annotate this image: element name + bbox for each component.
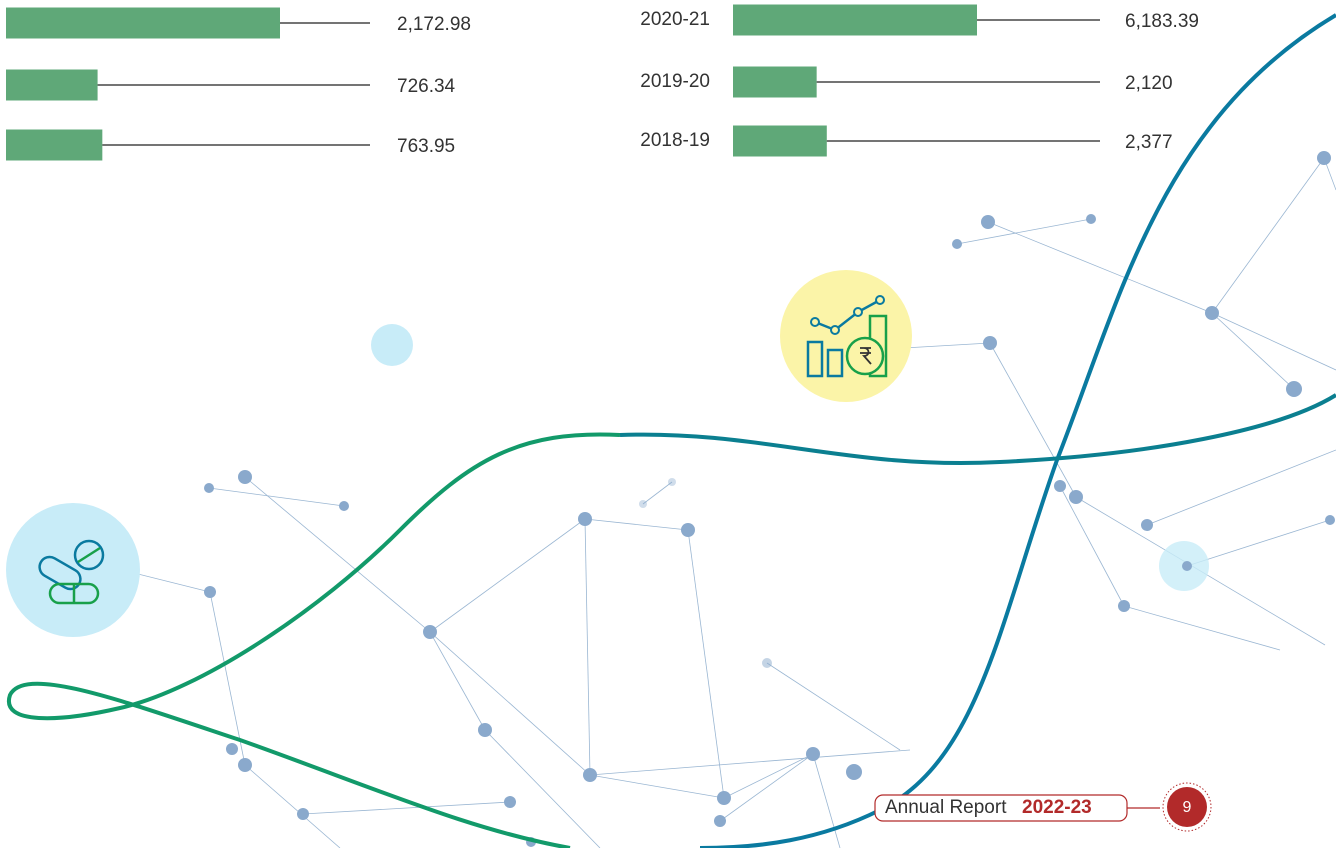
- dot-decoration: [371, 324, 413, 366]
- value-label: 763.95: [397, 136, 455, 157]
- bar: [6, 70, 98, 101]
- dot-decoration: [1182, 561, 1192, 571]
- bar: [733, 5, 977, 36]
- footer: Annual Report 2022-23 9: [875, 783, 1211, 831]
- value-label: 2,120: [1125, 73, 1173, 94]
- value-label: 726.34: [397, 76, 456, 97]
- bar: [733, 67, 817, 98]
- page: 2,172.98 726.34 763.95 2020-21 6,183.39 2019-…: [0, 0, 1336, 848]
- bar: [733, 126, 827, 157]
- value-label: 2,172.98: [397, 14, 471, 35]
- finance-icon: [780, 270, 912, 402]
- value-label: 6,183.39: [1125, 11, 1199, 32]
- footer-year: 2022-23: [1022, 797, 1092, 818]
- bar: [6, 130, 102, 161]
- medicine-icon: [6, 503, 140, 637]
- curve-teal: [620, 395, 1336, 463]
- value-label: 2,377: [1125, 132, 1173, 153]
- page-number: 9: [1183, 799, 1192, 816]
- network-decoration: [46, 151, 1336, 848]
- category-label: 2018-19: [640, 130, 710, 151]
- category-label: 2020-21: [640, 9, 710, 30]
- footer-label: Annual Report: [885, 797, 1007, 818]
- category-label: 2019-20: [640, 71, 710, 92]
- bar-charts: 2,172.98 726.34 763.95 2020-21 6,183.39 2019-…: [6, 5, 1199, 161]
- curve-green: [9, 434, 620, 848]
- bar: [6, 8, 280, 39]
